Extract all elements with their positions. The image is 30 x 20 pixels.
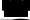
Bar <box>8 7 9 10</box>
Bar <box>23 7 24 10</box>
Bar <box>6 13 25 14</box>
Bar <box>22 11 25 14</box>
Bar <box>22 7 23 10</box>
Text: SE: SE <box>4 0 30 20</box>
Bar <box>19 7 20 10</box>
Text: SB: SB <box>25 0 30 20</box>
Bar <box>11 13 20 14</box>
Bar <box>12 7 13 10</box>
Text: GIL: GIL <box>25 0 30 20</box>
Bar <box>14 7 15 10</box>
Text: A1: A1 <box>0 0 30 4</box>
Bar <box>7 7 8 10</box>
Bar <box>13 7 14 10</box>
Bar <box>6 11 9 14</box>
Bar <box>21 7 22 10</box>
Bar <box>6 11 25 13</box>
Text: DE: DE <box>25 0 30 20</box>
Bar <box>9 7 10 10</box>
Text: SCL: SCL <box>0 17 30 20</box>
Bar <box>24 7 25 10</box>
Bar <box>10 10 12 12</box>
Bar <box>6 7 7 10</box>
Bar <box>18 7 19 10</box>
Bar <box>10 11 21 13</box>
Text: PT: PT <box>24 3 30 20</box>
Text: HS: HS <box>0 0 30 5</box>
Text: PL: PL <box>25 0 30 20</box>
Bar <box>15 7 16 10</box>
Text: A2: A2 <box>0 0 30 4</box>
Bar <box>18 10 21 12</box>
Bar <box>11 7 12 10</box>
Bar <box>16 7 17 10</box>
Text: A1: A1 <box>0 0 30 4</box>
Text: PTG: PTG <box>0 17 30 20</box>
